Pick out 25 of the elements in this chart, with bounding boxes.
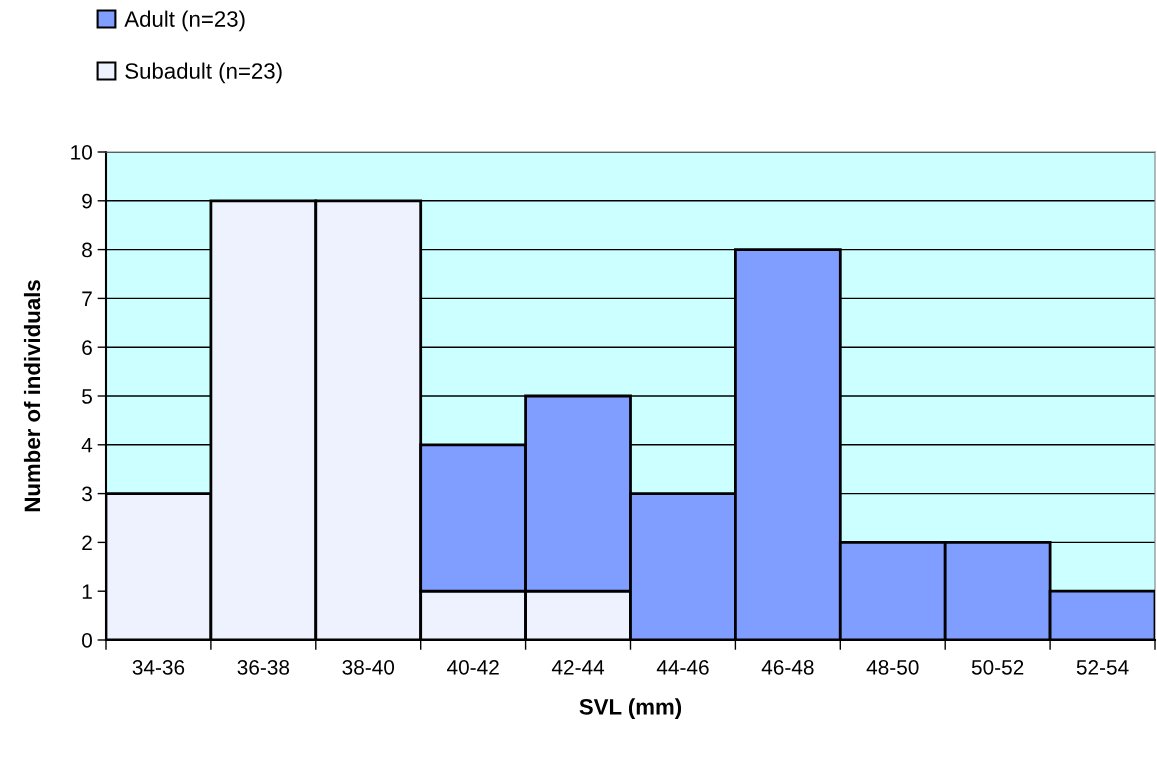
y-tick-label: 4 — [81, 438, 93, 453]
y-tick-label: 10 — [71, 145, 92, 160]
y-tick-label: 1 — [82, 584, 92, 599]
y-axis-title: Number of individuals — [23, 280, 41, 512]
y-tick-label: 3 — [82, 486, 92, 502]
x-tick-label: 34-36 — [132, 659, 185, 675]
x-axis-title: SVL (mm) — [579, 698, 682, 720]
y-tick-label: 8 — [82, 242, 92, 258]
x-tick-label: 42-44 — [551, 659, 605, 675]
x-tick-label: 44-46 — [656, 659, 709, 675]
x-tick-label: 46-48 — [761, 659, 814, 675]
y-tick-label: 9 — [82, 193, 92, 209]
y-tick-label: 6 — [82, 340, 92, 355]
x-tick-label: 40-42 — [446, 659, 499, 675]
y-tick-label: 0 — [82, 633, 92, 648]
y-tick-label: 2 — [82, 535, 92, 550]
y-tick-label: 7 — [82, 291, 92, 306]
legend-label: Adult (n=23) — [124, 10, 245, 32]
x-tick-label: 48-50 — [866, 659, 919, 675]
x-tick-label: 36-38 — [237, 659, 290, 675]
legend-label: Subadult (n=23) — [125, 62, 282, 84]
y-tick-label: 5 — [82, 389, 92, 404]
x-tick-label: 50-52 — [971, 659, 1024, 675]
x-tick-label: 52-54 — [1076, 659, 1129, 675]
x-tick-label: 38-40 — [342, 659, 395, 675]
